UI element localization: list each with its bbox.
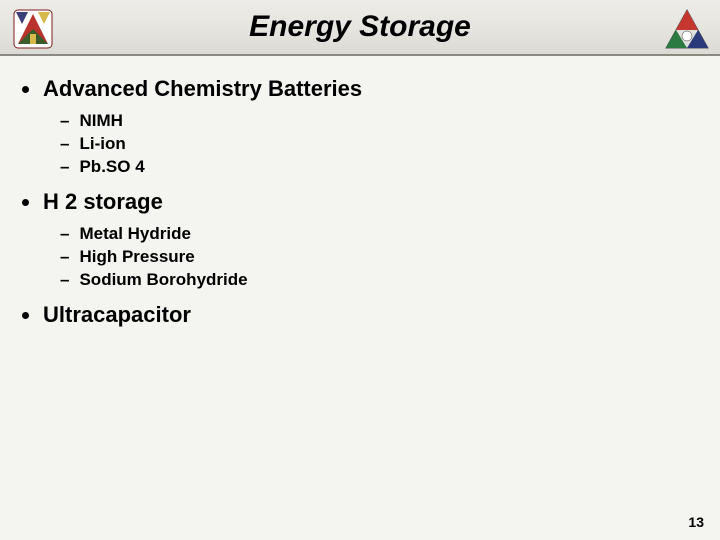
bullet-sub: – NIMH [60,110,698,133]
bullet-main: H 2 storage [22,189,698,215]
bullet-main: Ultracapacitor [22,302,698,328]
bullet-sub-label: High Pressure [79,246,194,269]
sublist: – NIMH – Li-ion – Pb.SO 4 [60,110,698,179]
bullet-sub-label: Sodium Borohydride [79,269,247,292]
bullet-sub-label: NIMH [79,110,122,133]
dash-icon: – [60,269,69,292]
bullet-main-label: Ultracapacitor [43,302,191,328]
bullet-main: Advanced Chemistry Batteries [22,76,698,102]
sublist: – Metal Hydride – High Pressure – Sodium… [60,223,698,292]
bullet-main-label: H 2 storage [43,189,163,215]
bullet-sub-label: Li-ion [79,133,125,156]
crest-logo [8,4,58,54]
dash-icon: – [60,246,69,269]
dash-icon: – [60,110,69,133]
slide-content: Advanced Chemistry Batteries – NIMH – Li… [22,66,698,328]
bullet-dot-icon [22,199,29,206]
bullet-sub: – Pb.SO 4 [60,156,698,179]
header-band: Energy Storage [0,0,720,56]
bullet-sub: – Li-ion [60,133,698,156]
bullet-sub-label: Metal Hydride [79,223,190,246]
bullet-sub: – Metal Hydride [60,223,698,246]
slide-title: Energy Storage [249,10,471,44]
bullet-sub-label: Pb.SO 4 [79,156,144,179]
page-number: 13 [688,514,704,530]
bullet-dot-icon [22,86,29,93]
dash-icon: – [60,133,69,156]
bullet-dot-icon [22,312,29,319]
bullet-sub: – High Pressure [60,246,698,269]
triangle-logo [662,4,712,54]
bullet-sub: – Sodium Borohydride [60,269,698,292]
dash-icon: – [60,156,69,179]
dash-icon: – [60,223,69,246]
bullet-main-label: Advanced Chemistry Batteries [43,76,362,102]
